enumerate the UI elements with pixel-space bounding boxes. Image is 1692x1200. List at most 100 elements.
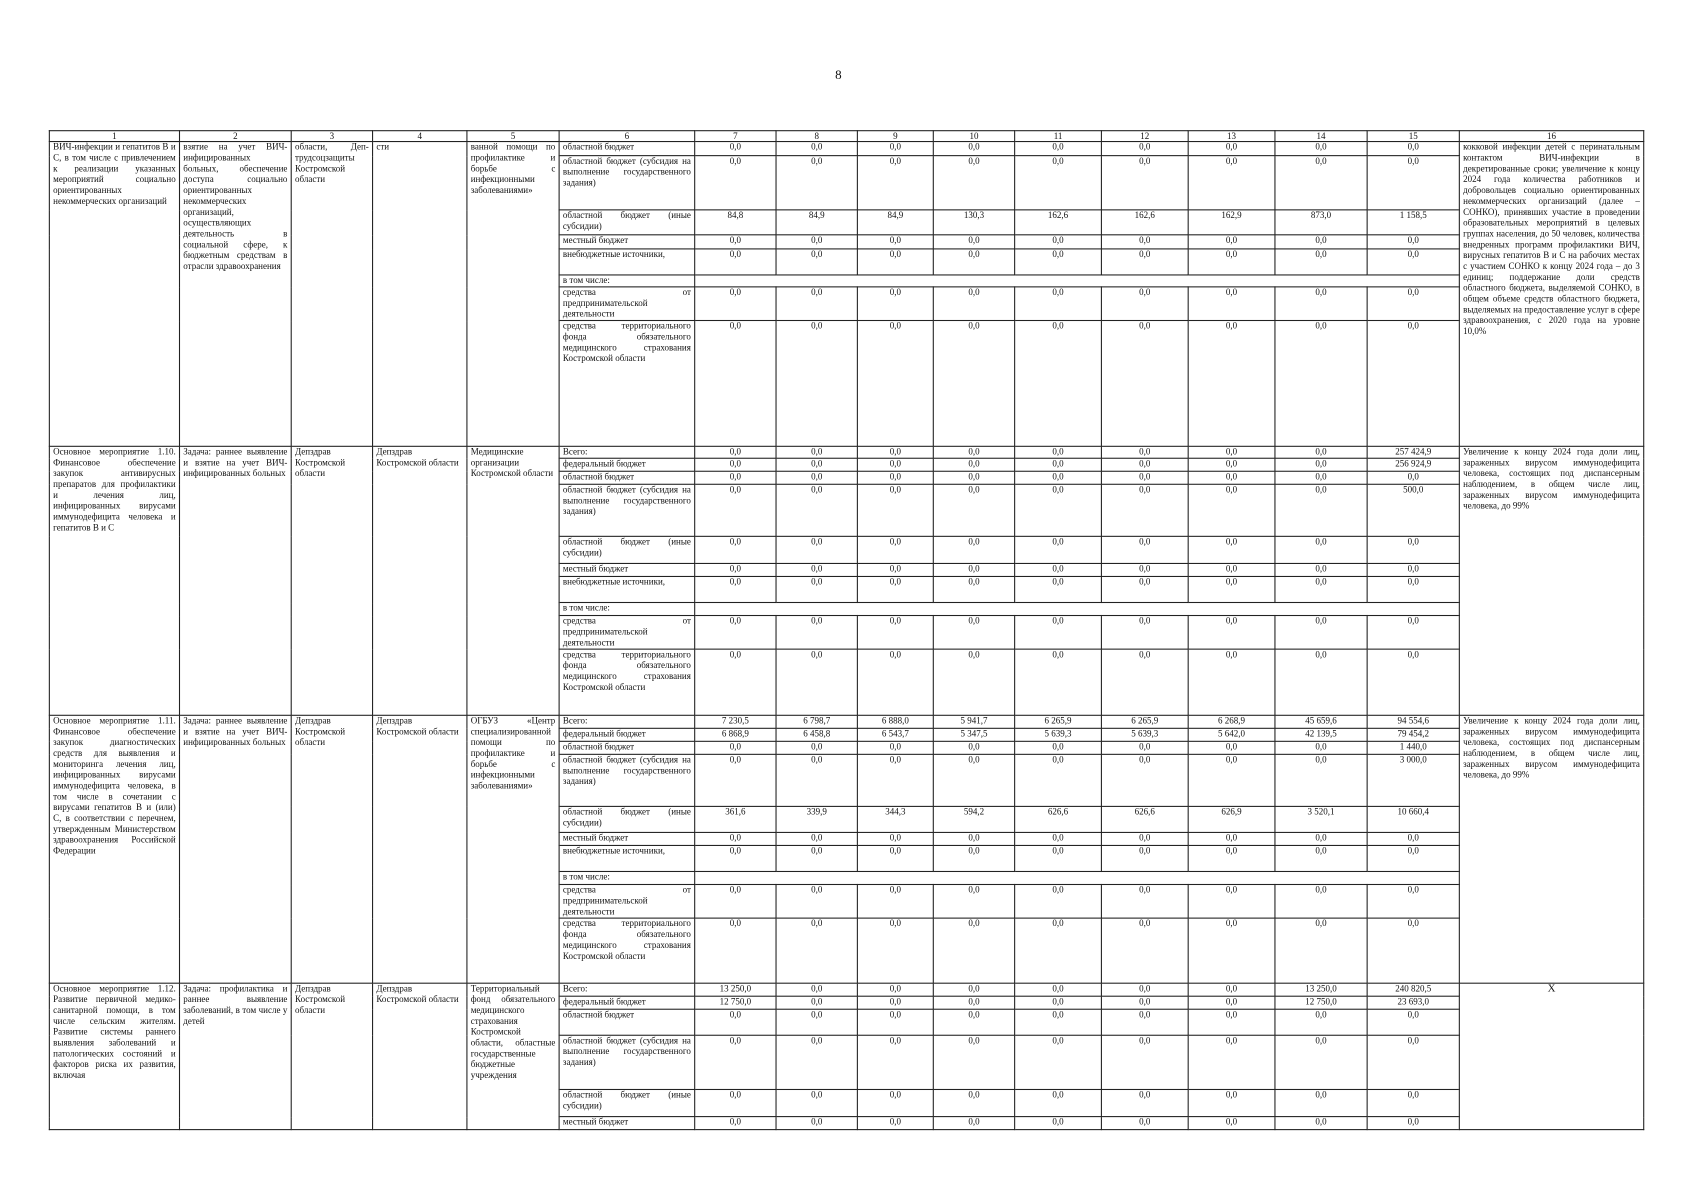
table-row: местный бюджет 0,0 0,0 0,0 0,0 0,0 0,0 0,0 0,0 0,… <box>49 234 1643 250</box>
amount-cell: 0,0 <box>1187 457 1276 472</box>
amount-cell: 0,0 <box>694 248 777 276</box>
amount-cell: 0,0 <box>932 1008 1016 1036</box>
amount-cell: 0,0 <box>856 1034 934 1091</box>
amount-cell: 0,0 <box>775 753 858 807</box>
table-row: областной бюджет (субсидия на выполнение… <box>49 483 1643 537</box>
task-cell: Задача: раннее выявление и взятие на уче… <box>178 714 292 984</box>
amount-cell: 0,0 <box>1366 831 1460 846</box>
amount-cell: 0,0 <box>775 1034 858 1091</box>
amount-cell: 0,0 <box>1100 1088 1189 1118</box>
amount-cell: 0,0 <box>1014 1008 1102 1036</box>
amount-cell: 0,0 <box>775 1088 858 1118</box>
amount-cell: 0,0 <box>1014 562 1102 578</box>
amount-cell: 0,0 <box>775 535 858 564</box>
amount-cell: 6 798,7 <box>775 714 858 729</box>
amount-cell: 0,0 <box>1100 1116 1189 1131</box>
amount-cell: 0,0 <box>1014 1116 1102 1131</box>
amount-cell: 0,0 <box>856 1116 934 1131</box>
table-row: средства от предпринимательской деятельн… <box>49 286 1643 322</box>
table-row: местный бюджет 0,0 0,0 0,0 0,0 0,0 0,0 0,0 0,0 0,… <box>49 831 1643 846</box>
funding-source-label: средства от предпринимательской деятельн… <box>558 883 696 919</box>
table-row: областной бюджет (иные субсидии) 0,0 0,0 0,… <box>49 535 1643 564</box>
column-number-header: 5 <box>466 130 560 143</box>
column-number-header: 8 <box>775 130 858 143</box>
funding-source-label: местный бюджет <box>558 562 696 578</box>
amount-cell: 5 642,0 <box>1187 727 1276 742</box>
amount-cell: 0,0 <box>1100 457 1189 472</box>
table-row: в том числе: <box>49 274 1643 288</box>
amount-cell: 0,0 <box>1187 445 1276 459</box>
funding-source-label: местный бюджет <box>558 234 696 250</box>
amount-cell: 0,0 <box>1014 917 1102 984</box>
amount-cell: 0,0 <box>775 740 858 755</box>
expected-result-cell: Х <box>1458 982 1645 1131</box>
funding-source-label: в том числе: <box>558 601 696 617</box>
amount-cell: 500,0 <box>1366 483 1460 537</box>
amount-cell: 162,9 <box>1187 209 1276 236</box>
page-number: 8 <box>835 67 842 83</box>
amount-cell: 626,6 <box>1014 805 1102 833</box>
column-number-header: 12 <box>1100 130 1189 143</box>
amount-cell: 0,0 <box>694 470 777 485</box>
amount-cell: 0,0 <box>1014 483 1102 537</box>
amount-cell: 0,0 <box>1187 753 1276 807</box>
funding-source-label: областной бюджет <box>558 470 696 485</box>
amount-cell: 0,0 <box>694 614 777 650</box>
amount-cell: 0,0 <box>1274 155 1368 211</box>
amount-cell: 0,0 <box>1274 883 1368 919</box>
column-number-header: 11 <box>1014 130 1102 143</box>
amount-cell: 12 750,0 <box>694 995 777 1010</box>
amount-cell: 0,0 <box>1014 844 1102 873</box>
amount-cell: 0,0 <box>1100 234 1189 250</box>
amount-cell: 0,0 <box>1274 286 1368 322</box>
amount-cell: 0,0 <box>1274 648 1368 716</box>
activity-name-cell: ВИЧ-инфекции и гепатитов В и С, в том чи… <box>48 140 181 447</box>
amount-cell: 0,0 <box>1100 140 1189 157</box>
amount-cell: 0,0 <box>1100 248 1189 276</box>
amount-cell: 0,0 <box>1187 917 1276 984</box>
amount-cell: 0,0 <box>1366 1116 1460 1131</box>
amount-cell: 7 230,5 <box>694 714 777 729</box>
amount-cell: 0,0 <box>1274 457 1368 472</box>
amount-cell: 12 750,0 <box>1274 995 1368 1010</box>
amount-cell: 0,0 <box>1274 1088 1368 1118</box>
amount-cell: 0,0 <box>1100 753 1189 807</box>
amount-cell: 6 868,9 <box>694 727 777 742</box>
amount-cell: 0,0 <box>1187 995 1276 1010</box>
amount-cell: 0,0 <box>1014 234 1102 250</box>
amount-cell: 0,0 <box>1014 457 1102 472</box>
funding-source-label: областной бюджет <box>558 1008 696 1036</box>
amount-cell: 0,0 <box>694 1116 777 1131</box>
amount-cell: 0,0 <box>932 883 1016 919</box>
amount-cell: 0,0 <box>856 155 934 211</box>
amount-cell: 0,0 <box>694 445 777 459</box>
table-row: средства территориального фонда обязател… <box>49 648 1643 716</box>
amount-cell: 0,0 <box>932 234 1016 250</box>
amount-cell: 0,0 <box>1366 1008 1460 1036</box>
column-number-header: 7 <box>694 130 777 143</box>
amount-cell: 0,0 <box>856 982 934 997</box>
amount-cell: 0,0 <box>932 1116 1016 1131</box>
amount-cell: 0,0 <box>1187 883 1276 919</box>
table-row: ВИЧ-инфекции и гепатитов В и С, в том чи… <box>48 140 1645 447</box>
amount-cell: 0,0 <box>932 648 1016 716</box>
table-row: областной бюджет 0,0 0,0 0,0 0,0 0,0 0,0 0,0 0,0… <box>49 1008 1643 1036</box>
amount-cell: 0,0 <box>932 1088 1016 1118</box>
table-row: областной бюджет (иные субсидии) 84,8 84,9… <box>49 209 1643 236</box>
amount-cell: 0,0 <box>1366 470 1460 485</box>
amount-cell: 0,0 <box>856 995 934 1010</box>
table-row: областной бюджет (субсидия на выполнение… <box>49 753 1643 807</box>
amount-cell: 0,0 <box>1274 234 1368 250</box>
amount-cell: 0,0 <box>1100 562 1189 578</box>
amount-cell: 0,0 <box>694 831 777 846</box>
amount-cell: 0,0 <box>856 575 934 604</box>
amount-cell: 0,0 <box>932 319 1016 447</box>
funding-source-label: федеральный бюджет <box>558 995 696 1010</box>
amount-cell: 0,0 <box>932 140 1016 157</box>
amount-cell: 0,0 <box>856 140 934 157</box>
amount-cell: 0,0 <box>1274 319 1368 447</box>
column-number-header: 13 <box>1187 130 1276 143</box>
amount-cell: 0,0 <box>932 614 1016 650</box>
amount-cell: 0,0 <box>1187 1088 1276 1118</box>
participant-cell: ванной помощи по профилактике и борьбе с… <box>466 140 560 447</box>
